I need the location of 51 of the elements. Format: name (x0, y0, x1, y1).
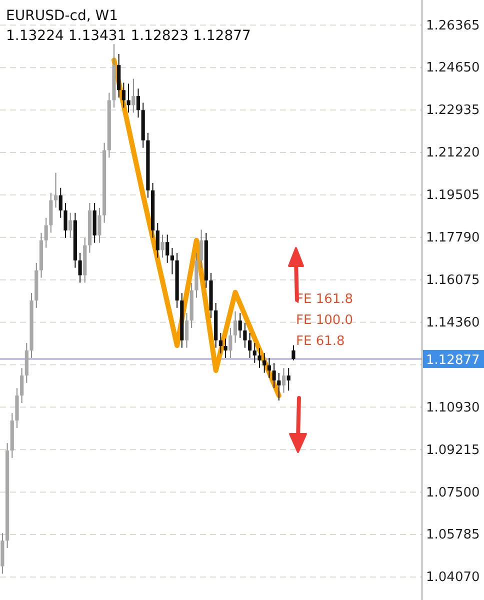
candlestick (44, 217, 48, 248)
candlestick (184, 312, 189, 348)
candlestick (200, 229, 204, 268)
candlestick (58, 187, 62, 218)
y-tick-label: 1.09215 (426, 442, 480, 458)
text: EURUSD-cd, W1 (6, 8, 118, 24)
candlestick (156, 222, 160, 258)
candlestick (282, 368, 286, 394)
y-tick-label: 1.16075 (426, 272, 480, 288)
y-tick-label: 1.10930 (426, 400, 480, 416)
candlestick (78, 252, 82, 284)
candlestick (233, 310, 238, 344)
candlestick (20, 368, 24, 404)
candlestick (267, 357, 272, 378)
y-tick-label: 1.07500 (426, 485, 480, 500)
candlestick (277, 372, 281, 401)
candlestick (160, 234, 164, 258)
candlestick (68, 212, 72, 238)
candlestick (258, 348, 262, 368)
ref-line-label: 1.12877 (426, 352, 480, 368)
y-tick-label: 1.17790 (426, 230, 480, 246)
annotation: FE 61.8 (296, 334, 345, 349)
y-tick-label: 1.14360 (426, 315, 480, 330)
candlestick (126, 83, 130, 114)
annotation: FE 100.0 (296, 313, 354, 328)
candlestick (166, 234, 170, 264)
candlestick (286, 368, 290, 392)
candlestick (132, 78, 136, 114)
y-tick-label: 1.24650 (426, 60, 480, 76)
candlestick (98, 207, 102, 244)
candlestick (248, 332, 252, 358)
candlestick (228, 327, 232, 358)
candlestick (262, 352, 266, 374)
candlestick (292, 344, 296, 361)
y-tick-label: 1.21220 (426, 146, 480, 161)
y-tick-label: 1.04070 (426, 570, 480, 586)
candlestick (170, 248, 174, 275)
y-tick-label: 1.22935 (426, 103, 480, 118)
text: 1.13224 1.13431 1.12823 1.12877 (6, 28, 251, 44)
y-tick-label: 1.05785 (426, 528, 480, 543)
y-tick-label: 1.19505 (426, 188, 480, 204)
candlestick (272, 362, 276, 388)
candlestick (243, 322, 247, 348)
candlestick (238, 312, 242, 338)
candlestick (252, 342, 256, 364)
candlestick (122, 82, 126, 108)
candlestick (224, 338, 228, 358)
candlestick (136, 88, 140, 118)
y-tick-label: 1.26365 (426, 18, 480, 34)
candlestick (218, 332, 222, 354)
candlestick (64, 202, 68, 238)
